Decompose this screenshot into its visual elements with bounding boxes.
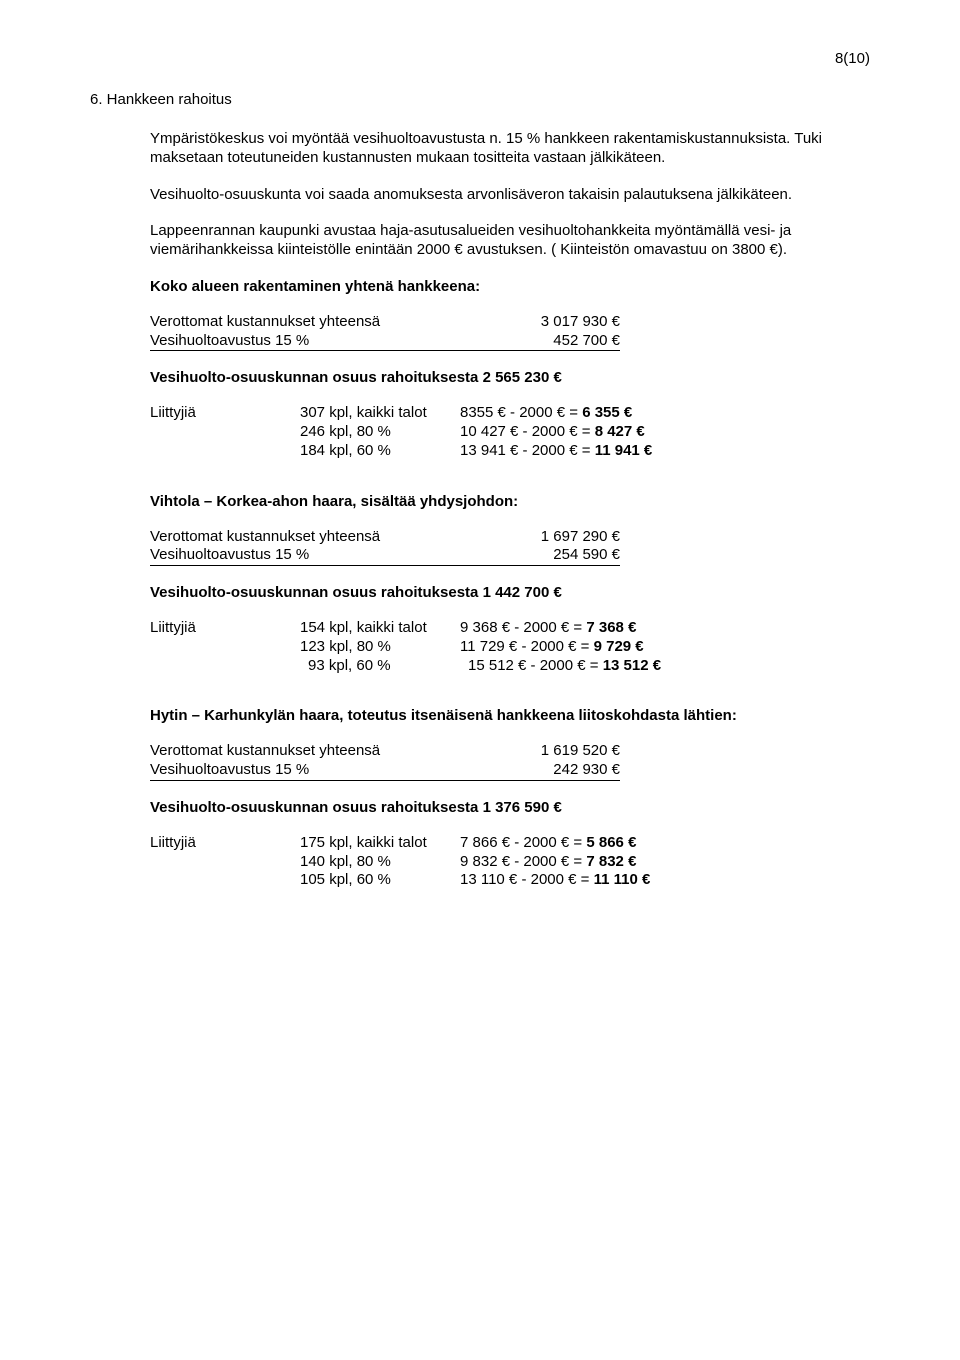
subscribers-calc: 9 832 € - 2000 € = 7 832 € [460,853,870,872]
share-row: Vesihuolto-osuuskunnan osuus rahoitukses… [150,799,870,816]
cost-label: Verottomat kustannukset yhteensä [150,742,500,761]
cost-value: 3 017 930 € [500,313,620,332]
share-label: Vesihuolto-osuuskunnan osuus rahoitukses… [150,584,478,601]
subscribers-count: 184 kpl, 60 % [300,442,460,461]
subsidy-label: Vesihuoltoavustus 15 % [150,332,500,352]
subsidy-value: 242 930 € [500,761,620,781]
subscribers-count: 154 kpl, kaikki talot [300,619,460,638]
subsidy-row: Vesihuoltoavustus 15 % 254 590 € [150,546,870,566]
block-title: Hytin – Karhunkylän haara, toteutus itse… [150,707,870,724]
subsidy-value: 452 700 € [500,332,620,352]
share-value: 2 565 230 € [483,369,562,386]
subscribers-label: Liittyjiä [150,834,300,853]
cost-value: 1 697 290 € [500,528,620,547]
subscribers-block: Liittyjiä 307 kpl, kaikki talot 8355 € -… [150,404,870,460]
cost-value: 1 619 520 € [500,742,620,761]
subscriber-row: Liittyjiä 307 kpl, kaikki talot 8355 € -… [150,404,870,423]
subscribers-count: 123 kpl, 80 % [300,638,460,657]
subsidy-label: Vesihuoltoavustus 15 % [150,546,500,566]
subscribers-calc: 13 941 € - 2000 € = 11 941 € [460,442,870,461]
subscriber-row: Liittyjiä 154 kpl, kaikki talot 9 368 € … [150,619,870,638]
paragraph: Lappeenrannan kaupunki avustaa haja-asut… [150,222,870,260]
subscribers-count: 246 kpl, 80 % [300,423,460,442]
paragraph: Ympäristökeskus voi myöntää vesihuoltoav… [150,130,870,168]
subscriber-row: 93 kpl, 60 % 15 512 € - 2000 € = 13 512 … [150,657,870,676]
block-title: Vihtola – Korkea-ahon haara, sisältää yh… [150,493,870,510]
subscribers-calc: 8355 € - 2000 € = 6 355 € [460,404,870,423]
subscriber-row: Liittyjiä 175 kpl, kaikki talot 7 866 € … [150,834,870,853]
section-heading: 6. Hankkeen rahoitus [90,91,870,108]
subscriber-row: 184 kpl, 60 % 13 941 € - 2000 € = 11 941… [150,442,870,461]
subscribers-block: Liittyjiä 154 kpl, kaikki talot 9 368 € … [150,619,870,675]
cost-row: Verottomat kustannukset yhteensä 1 619 5… [150,742,870,761]
share-row: Vesihuolto-osuuskunnan osuus rahoitukses… [150,369,870,386]
subscribers-label: Liittyjiä [150,404,300,423]
share-label: Vesihuolto-osuuskunnan osuus rahoitukses… [150,799,478,816]
subscriber-row: 123 kpl, 80 % 11 729 € - 2000 € = 9 729 … [150,638,870,657]
paragraph: Vesihuolto-osuuskunta voi saada anomukse… [150,186,870,205]
subscribers-calc: 9 368 € - 2000 € = 7 368 € [460,619,870,638]
subscribers-count: 140 kpl, 80 % [300,853,460,872]
subsidy-label: Vesihuoltoavustus 15 % [150,761,500,781]
subscribers-count: 175 kpl, kaikki talot [300,834,460,853]
subsidy-row: Vesihuoltoavustus 15 % 452 700 € [150,332,870,352]
cost-row: Verottomat kustannukset yhteensä 1 697 2… [150,528,870,547]
subscribers-block: Liittyjiä 175 kpl, kaikki talot 7 866 € … [150,834,870,890]
document-page: 8(10) 6. Hankkeen rahoitus Ympäristökesk… [0,0,960,940]
subscriber-row: 246 kpl, 80 % 10 427 € - 2000 € = 8 427 … [150,423,870,442]
subscriber-row: 105 kpl, 60 % 13 110 € - 2000 € = 11 110… [150,871,870,890]
share-label: Vesihuolto-osuuskunnan osuus rahoitukses… [150,369,478,386]
share-row: Vesihuolto-osuuskunnan osuus rahoitukses… [150,584,870,601]
block-title: Koko alueen rakentaminen yhtenä hankkeen… [150,278,870,295]
subscribers-calc: 7 866 € - 2000 € = 5 866 € [460,834,870,853]
subscriber-row: 140 kpl, 80 % 9 832 € - 2000 € = 7 832 € [150,853,870,872]
subscribers-calc: 10 427 € - 2000 € = 8 427 € [460,423,870,442]
body-block: Ympäristökeskus voi myöntää vesihuoltoav… [150,130,870,890]
subsidy-value: 254 590 € [500,546,620,566]
subscribers-calc: 13 110 € - 2000 € = 11 110 € [460,871,870,890]
page-number: 8(10) [90,50,870,67]
subscribers-count: 307 kpl, kaikki talot [300,404,460,423]
subscribers-calc: 15 512 € - 2000 € = 13 512 € [468,657,870,676]
subscribers-calc: 11 729 € - 2000 € = 9 729 € [460,638,870,657]
subscribers-count: 105 kpl, 60 % [300,871,460,890]
subsidy-row: Vesihuoltoavustus 15 % 242 930 € [150,761,870,781]
subscribers-label: Liittyjiä [150,619,300,638]
cost-label: Verottomat kustannukset yhteensä [150,313,500,332]
subscribers-count: 93 kpl, 60 % [300,657,468,676]
cost-label: Verottomat kustannukset yhteensä [150,528,500,547]
cost-row: Verottomat kustannukset yhteensä 3 017 9… [150,313,870,332]
share-value: 1 376 590 € [483,799,562,816]
share-value: 1 442 700 € [483,584,562,601]
